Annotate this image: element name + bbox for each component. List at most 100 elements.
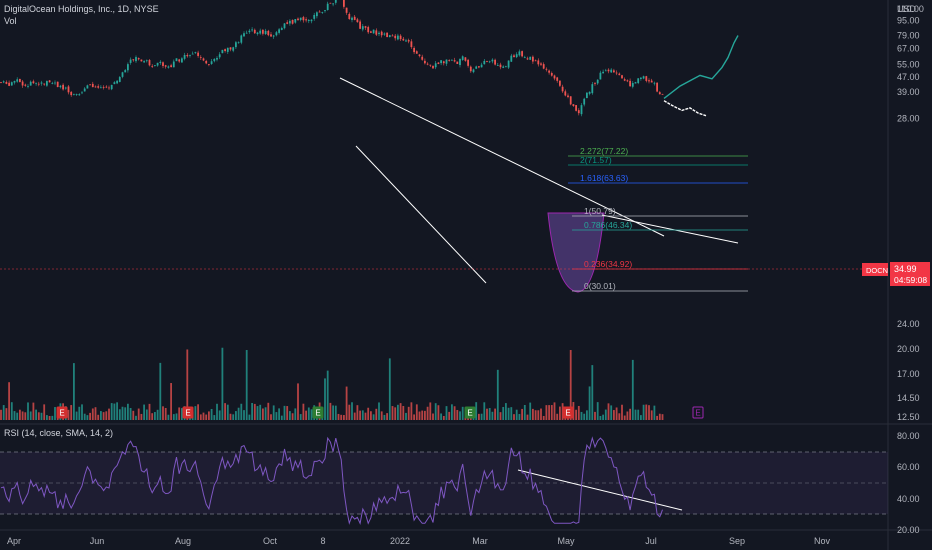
candle-body [216, 57, 218, 60]
volume-bar [78, 406, 81, 420]
candle-body [556, 77, 559, 81]
volume-bar [480, 413, 483, 420]
volume-bar [229, 413, 232, 420]
candle-body [43, 83, 46, 85]
candle-body [229, 47, 232, 50]
volume-bar [35, 409, 37, 420]
candle-body [494, 59, 496, 65]
candle-body [118, 77, 121, 82]
volume-bar [135, 415, 137, 420]
volume-bar [440, 413, 442, 420]
volume-bar [148, 403, 151, 420]
candle-body [148, 60, 151, 66]
volume-bar [213, 415, 216, 420]
volume-bar [364, 412, 367, 420]
candle-body [240, 35, 243, 43]
candle-body [110, 84, 113, 90]
candle-body [8, 82, 10, 86]
candle-body [272, 35, 275, 37]
candle-body [154, 65, 156, 66]
volume-bar [559, 406, 561, 420]
volume-bar [156, 409, 159, 420]
time-axis-label: May [557, 536, 575, 546]
volume-bar [280, 415, 283, 420]
volume-bar [337, 413, 340, 420]
candle-body [451, 59, 453, 61]
volume-bar [262, 408, 264, 420]
candle-body [453, 60, 456, 62]
candle-body [237, 42, 240, 44]
wedge-lower-trendline [355, 145, 487, 284]
volume-bar [221, 347, 224, 420]
rsi-axis-tick: 40.00 [897, 494, 920, 504]
candle-body [513, 55, 515, 58]
volume-bar [151, 413, 154, 420]
candle-body [256, 32, 259, 35]
candle-body [351, 17, 353, 21]
price-axis-tick: 130.00 [897, 0, 925, 1]
volume-bar [426, 406, 429, 420]
volume-bar [278, 408, 280, 420]
candle-body [54, 82, 56, 84]
volume-bar [137, 408, 140, 420]
price-axis-tick: 24.00 [897, 319, 920, 329]
candle-body [602, 71, 604, 74]
candle-body [629, 80, 631, 87]
volume-bar [164, 407, 167, 420]
volume-bar [556, 413, 559, 420]
volume-bar [518, 413, 521, 420]
ticker-tag-label: DOCN [866, 266, 888, 275]
wedge-upper-trendline [339, 77, 665, 237]
candle-body [383, 33, 386, 35]
rsi-label: RSI (14, close, SMA, 14, 2) [4, 428, 114, 438]
time-axis-label: Sep [729, 536, 745, 546]
candle-body [162, 62, 164, 66]
volume-bar [51, 415, 54, 420]
candle-body [459, 58, 461, 66]
candle-body [564, 91, 567, 96]
volume-bar [264, 407, 267, 420]
volume-bar [259, 404, 262, 420]
volume-bar [599, 415, 602, 420]
candle-body [583, 98, 586, 105]
candle-body [48, 80, 51, 83]
candle-body [569, 96, 572, 105]
earnings-marker-icon [56, 406, 68, 419]
candle-body [372, 29, 375, 34]
volume-bar [54, 407, 56, 420]
candle-body [553, 75, 556, 79]
volume-bar [545, 405, 548, 420]
candle-body [542, 64, 545, 69]
candle-body [437, 62, 440, 64]
candle-body [496, 65, 499, 66]
candle-body [326, 3, 329, 11]
candle-body [2, 81, 5, 83]
candle-body [329, 2, 332, 4]
volume-bar [240, 403, 243, 420]
candle-body [232, 47, 235, 51]
volume-bar [294, 408, 297, 420]
volume-bar [486, 408, 488, 420]
candle-body [280, 28, 283, 30]
volume-bar [132, 410, 135, 420]
fib-level-label: 2(71.57) [580, 155, 612, 165]
volume-bar [496, 369, 499, 420]
candle-body [70, 91, 73, 96]
volume-bar [388, 358, 391, 420]
volume-bar [21, 411, 24, 420]
candle-body [197, 52, 199, 56]
candle-body [399, 35, 402, 40]
candle-body [634, 82, 637, 84]
candle-body [361, 26, 364, 30]
candle-body [559, 80, 561, 86]
candle-body [251, 29, 253, 31]
volume-bar [437, 405, 440, 420]
candle-body [510, 55, 513, 62]
volume-bar [0, 409, 2, 420]
volume-bar [494, 408, 496, 420]
candle-body [540, 63, 542, 65]
volume-bar [475, 402, 478, 420]
candle-body [642, 76, 645, 79]
price-axis-tick: 14.50 [897, 393, 920, 403]
